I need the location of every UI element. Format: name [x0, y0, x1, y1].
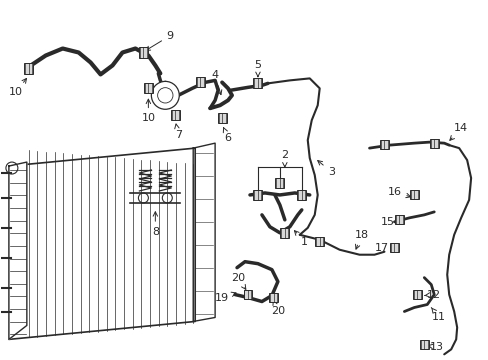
Bar	[419, 340, 428, 349]
Text: 7: 7	[174, 124, 182, 140]
Bar	[243, 290, 252, 299]
Text: 10: 10	[141, 99, 155, 123]
Text: 19: 19	[215, 292, 236, 302]
Bar	[139, 47, 147, 58]
Text: 18: 18	[354, 230, 368, 249]
Bar	[297, 190, 305, 200]
Text: 11: 11	[430, 307, 446, 323]
Bar	[389, 243, 398, 252]
Bar	[24, 63, 33, 74]
Circle shape	[157, 87, 173, 103]
Bar	[143, 84, 153, 93]
Text: 8: 8	[151, 212, 159, 237]
Bar	[170, 110, 180, 120]
Bar	[409, 190, 418, 199]
Polygon shape	[9, 162, 27, 339]
Bar	[195, 77, 204, 87]
Bar	[280, 228, 289, 238]
Bar	[253, 190, 262, 200]
Text: 12: 12	[424, 289, 441, 300]
Text: 1: 1	[294, 231, 307, 247]
Bar	[269, 293, 278, 302]
Text: 16: 16	[386, 187, 410, 198]
Text: 3: 3	[317, 161, 334, 177]
Text: 5: 5	[254, 60, 261, 77]
Text: 10: 10	[9, 78, 26, 97]
Text: 6: 6	[223, 127, 231, 143]
Bar	[394, 215, 403, 224]
Circle shape	[151, 81, 179, 109]
Text: 2: 2	[281, 150, 288, 167]
Text: 15: 15	[380, 217, 400, 227]
Bar	[275, 178, 284, 188]
Bar	[379, 140, 388, 149]
Bar	[429, 139, 438, 148]
Text: 17: 17	[374, 243, 394, 253]
Text: 9: 9	[145, 31, 174, 50]
Text: 4: 4	[211, 71, 222, 95]
Text: 14: 14	[449, 123, 468, 140]
Bar	[412, 290, 421, 299]
Bar	[253, 78, 262, 88]
Text: 20: 20	[270, 301, 285, 316]
Text: 20: 20	[230, 273, 245, 289]
Bar	[315, 237, 324, 246]
Bar	[217, 113, 226, 123]
Text: 13: 13	[427, 342, 443, 352]
